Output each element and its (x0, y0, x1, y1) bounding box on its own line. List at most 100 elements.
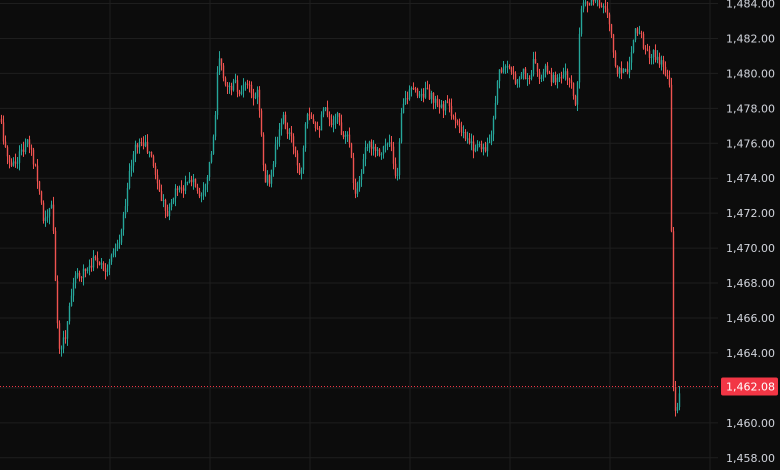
candle-body (358, 179, 361, 189)
candle-body (412, 87, 415, 89)
candle-body (608, 14, 611, 25)
candle-body (38, 181, 41, 192)
candle-body (220, 58, 223, 66)
candle-body (352, 157, 355, 184)
price-tick-label: 1,470.00 (726, 242, 775, 255)
candle-body (64, 337, 67, 339)
candle-body (28, 139, 31, 148)
candle-body (26, 139, 29, 145)
candle-body (674, 386, 677, 411)
candle-body (304, 124, 307, 148)
candle-body (130, 165, 133, 171)
candle-body (618, 67, 621, 74)
candle-body (662, 60, 665, 67)
candle-body (190, 179, 193, 183)
candle-body (354, 183, 357, 194)
price-tick-label: 1,458.00 (726, 452, 775, 465)
candle-body (636, 28, 639, 34)
candle-body (552, 74, 555, 83)
candle-body (270, 169, 273, 184)
candle-body (540, 77, 543, 79)
candle-body (114, 248, 117, 252)
candle-body (536, 63, 539, 72)
candle-body (60, 348, 63, 350)
candle-body (646, 49, 649, 51)
candle-body (496, 81, 499, 103)
candle-body (2, 122, 5, 142)
candle-body (462, 132, 465, 134)
candle-body (530, 74, 533, 79)
candle-body (656, 56, 659, 60)
candle-body (58, 323, 61, 349)
candle-body (256, 89, 259, 98)
candle-body (382, 146, 385, 155)
candle-body (568, 79, 571, 81)
candle-body (670, 84, 673, 232)
candle-body (378, 149, 381, 156)
candle-body (276, 139, 279, 145)
candle-body (308, 114, 311, 116)
candle-body (124, 206, 127, 215)
candle-body (222, 65, 225, 79)
candle-body (600, 5, 603, 7)
candle-body (12, 161, 15, 166)
price-tick-label: 1,482.00 (726, 32, 775, 45)
candle-body (546, 65, 549, 73)
candle-body (312, 118, 315, 123)
candle-body (440, 104, 443, 108)
candle-body (292, 136, 295, 147)
candle-body (168, 206, 171, 217)
candle-body (254, 97, 257, 99)
candle-body (148, 151, 151, 153)
candle-body (590, 0, 593, 5)
candle-body (46, 216, 49, 218)
candle-body (70, 295, 73, 306)
candle-body (266, 175, 269, 183)
candle-body (204, 184, 207, 190)
candle-body (326, 107, 329, 116)
candle-body (572, 83, 575, 96)
candle-body (212, 136, 215, 154)
candle-body (0, 118, 3, 123)
candle-body (188, 179, 191, 182)
candle-body (372, 146, 375, 149)
current-price-label: 1,462.08 (726, 380, 775, 393)
candle-body (434, 98, 437, 103)
candle-body (554, 74, 557, 83)
candle-body (192, 179, 195, 183)
candle-body (356, 188, 359, 194)
candle-body (560, 77, 563, 79)
candle-body (300, 169, 303, 174)
candle-body (86, 268, 89, 272)
candle-body (206, 177, 209, 185)
price-tick-label: 1,476.00 (726, 137, 775, 150)
candle-body (484, 147, 487, 152)
candle-body (652, 50, 655, 58)
price-tick-label: 1,468.00 (726, 277, 775, 290)
candle-body (392, 146, 395, 164)
candle-body (548, 72, 551, 74)
candle-body (362, 159, 365, 174)
candle-body (6, 147, 9, 157)
candle-body (598, 0, 601, 6)
candle-body (626, 69, 629, 73)
candle-body (176, 188, 179, 190)
candle-body (508, 66, 511, 68)
candle-body (180, 187, 183, 189)
candle-body (22, 149, 25, 152)
candle-body (112, 251, 115, 256)
candle-body (524, 68, 527, 79)
candle-body (120, 229, 123, 243)
price-axis[interactable]: 1,484.00 1,482.00 1,480.00 1,478.00 1,476.00… (726, 0, 775, 465)
candle-body (248, 84, 251, 86)
candle-body (510, 67, 513, 72)
candle-body (36, 165, 39, 182)
candle-body (258, 89, 261, 111)
candle-body (414, 88, 417, 90)
candle-body (504, 66, 507, 68)
candle-body (286, 128, 289, 134)
candle-body (404, 98, 407, 104)
candle-body (586, 1, 589, 5)
